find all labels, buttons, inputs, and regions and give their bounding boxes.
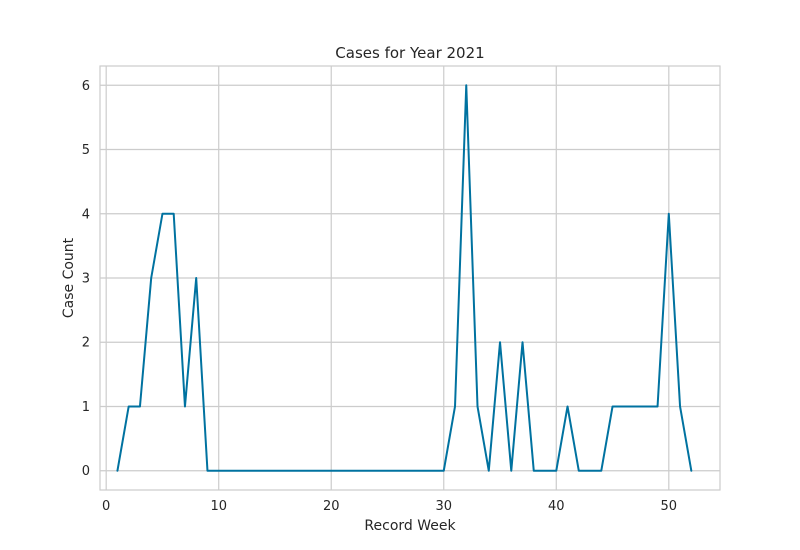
series-line (116, 84, 693, 472)
y-tick-label: 4 (82, 207, 90, 222)
x-tick-label: 0 (102, 499, 110, 514)
x-tick-label: 40 (548, 499, 565, 514)
x-tick-label: 20 (323, 499, 340, 514)
y-tick-label: 5 (82, 143, 90, 158)
y-axis-label: Case Count (61, 237, 77, 318)
y-tick-label: 0 (82, 464, 90, 479)
plot-frame (99, 65, 721, 491)
y-tick-labels: 0 1 2 3 4 5 6 (82, 79, 90, 479)
chart-title: Cases for Year 2021 (335, 44, 484, 62)
series-layer (116, 84, 693, 472)
x-tick-label: 50 (661, 499, 678, 514)
x-tick-label: 30 (435, 499, 452, 514)
y-tick-label: 1 (82, 400, 90, 415)
x-tick-label: 10 (210, 499, 227, 514)
y-tick-label: 2 (82, 336, 90, 351)
x-tick-labels: 0 10 20 30 40 50 (102, 499, 677, 514)
y-tick-label: 3 (82, 272, 90, 287)
y-tick-label: 6 (82, 79, 90, 94)
x-axis-label: Record Week (364, 518, 456, 534)
